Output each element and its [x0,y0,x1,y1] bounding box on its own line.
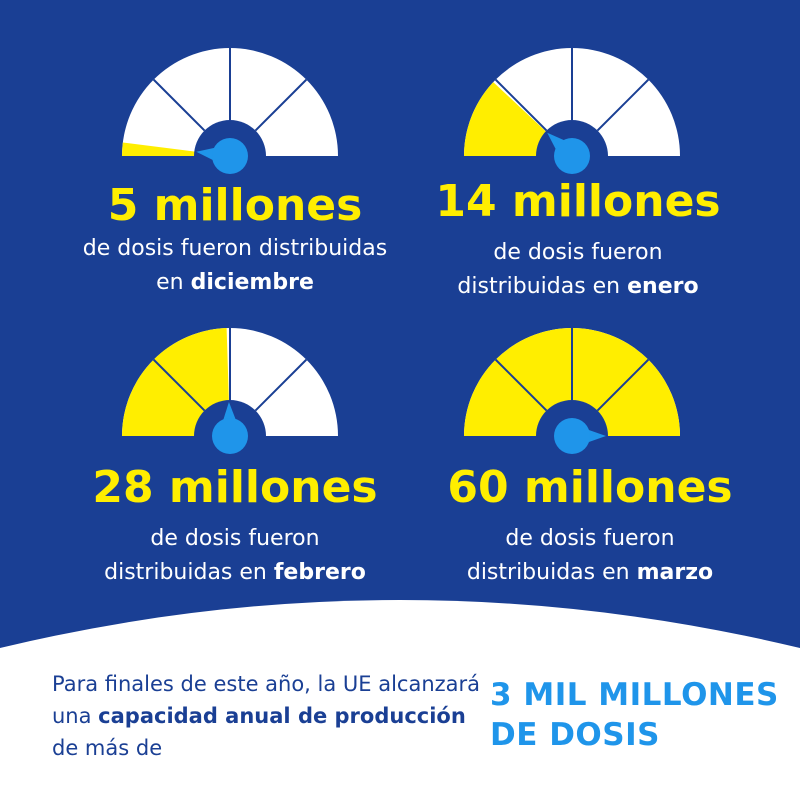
desc-line1-january: de dosis fueron [493,240,663,265]
desc-line1-march: de dosis fueron [505,526,675,551]
gauge-divider [596,358,650,412]
amount-january: 14 millones [435,176,721,227]
footer-bold-text: capacidad anual de producción [98,704,466,728]
month-december: diciembre [190,270,314,295]
highlight-line2: DE DOSIS [490,717,660,753]
stat-march: 60 millones de dosis fueron distribuidas… [400,462,780,590]
gauge-march [462,326,682,454]
gauge-needle-pointer [547,132,569,154]
gauge-needle-hub [554,138,590,174]
gauge-needle-hub [212,418,248,454]
month-february: febrero [273,560,366,585]
gauge-divider [494,78,548,132]
desc-line2-february: distribuidas en febrero [104,560,366,585]
amount-february: 28 millones [92,462,378,513]
gauge-december [120,46,340,174]
gauge-january [462,46,682,174]
month-january: enero [627,274,699,299]
footer-panel [0,600,800,800]
stat-december: 5 millones de dosis fueron distribuidas … [45,180,425,300]
gauge-february [120,326,340,454]
gauge-needle-hub [554,418,590,454]
stat-february: 28 millones de dosis fueron distribuidas… [45,462,425,590]
gauge-needle-hub [212,138,248,174]
desc-line2-january: distribuidas en enero [457,274,699,299]
desc-line2-december: en diciembre [156,270,314,295]
gauge-divider [254,78,308,132]
gauge-divider [152,78,206,132]
footer-highlight: 3 MIL MILLONES DE DOSIS [490,675,790,755]
amount-december: 5 millones [107,180,363,231]
amount-march: 60 millones [447,462,733,513]
month-march: marzo [636,560,714,585]
gauge-divider [152,358,206,412]
desc-line1-december: de dosis fueron distribuidas [82,236,388,261]
desc-line2-march: distribuidas en marzo [466,560,714,585]
desc-line1-february: de dosis fueron [150,526,320,551]
stat-january: 14 millones de dosis fueron distribuidas… [388,176,768,304]
gauge-divider [596,78,650,132]
gauge-divider [254,358,308,412]
footer-text: Para finales de este año, la UE alcanzar… [52,672,481,760]
gauge-divider [494,358,548,412]
highlight-line1: 3 MIL MILLONES [490,677,779,713]
